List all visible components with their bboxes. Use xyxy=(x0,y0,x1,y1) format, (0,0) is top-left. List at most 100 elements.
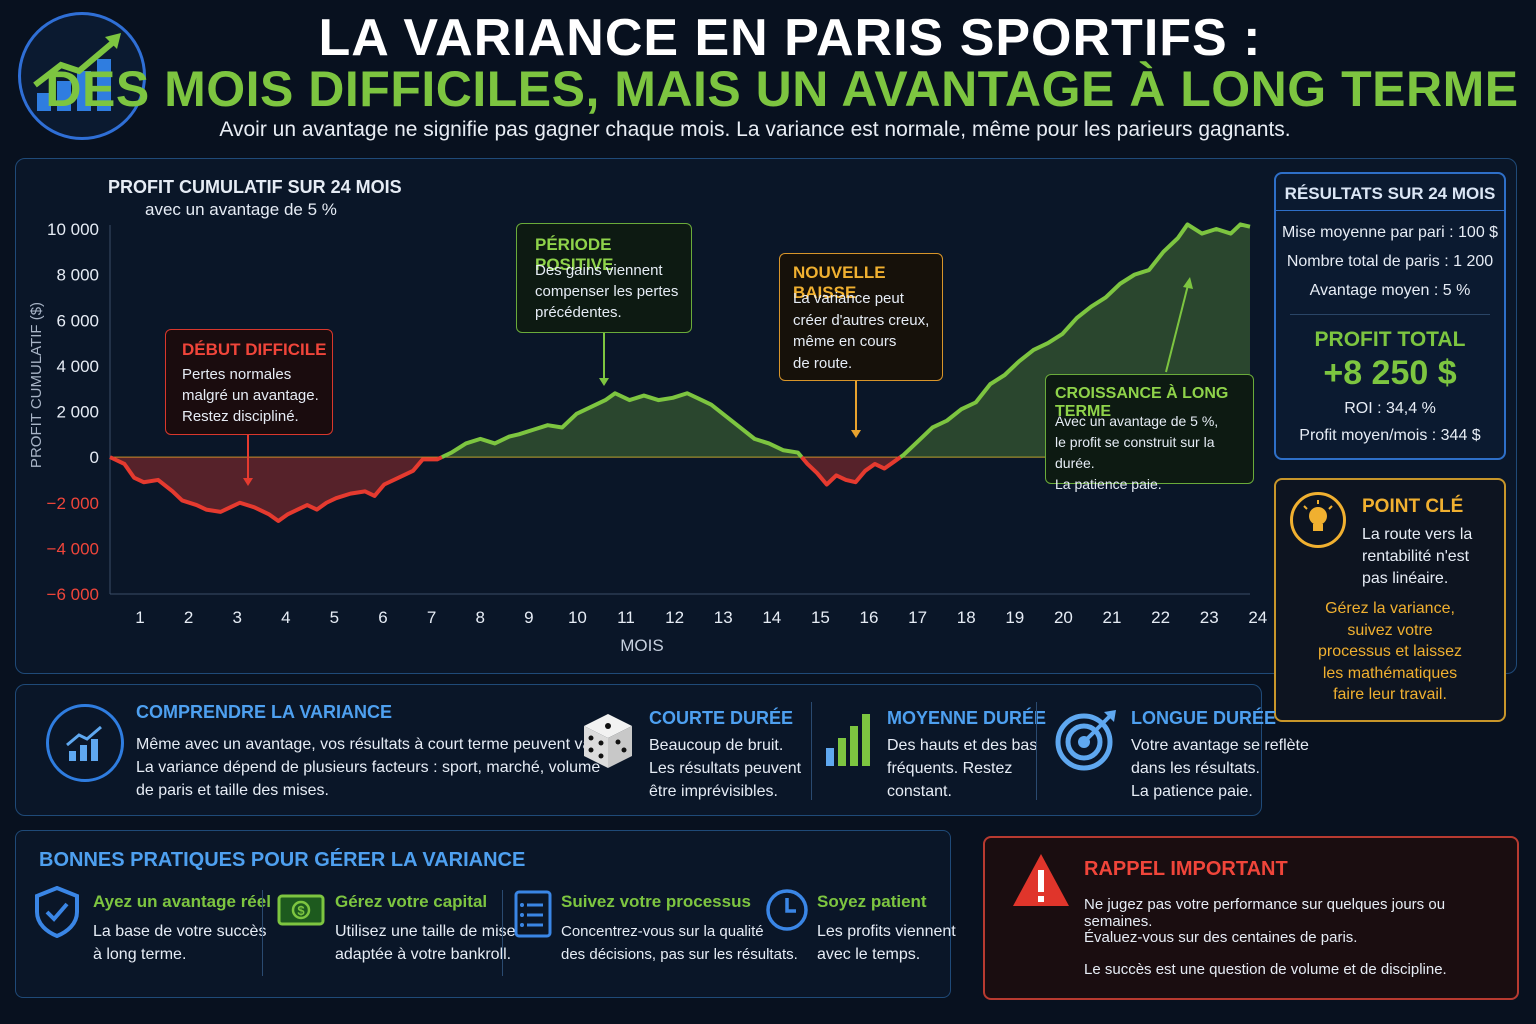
x-tick-label: 15 xyxy=(811,608,830,627)
key-point-line: rentabilité n'est xyxy=(1362,548,1470,565)
page-title-secondary: DES MOIS DIFFICILES, MAIS UN AVANTAGE À … xyxy=(45,61,1519,117)
callout-line: malgré un avantage. xyxy=(182,387,319,404)
x-tick-label: 2 xyxy=(184,608,193,627)
callout-line: La patience paie. xyxy=(1055,476,1162,492)
callout-line: La variance peut xyxy=(793,290,904,307)
x-tick-label: 14 xyxy=(762,608,781,627)
x-tick-label: 24 xyxy=(1248,608,1267,627)
profit-line xyxy=(899,222,1251,459)
x-tick-label: 16 xyxy=(860,608,879,627)
key-point-advice: Gérez la variance, xyxy=(1325,600,1455,617)
profit-area xyxy=(441,393,802,458)
key-point-line: pas linéaire. xyxy=(1362,570,1449,587)
chart-subtitle: avec un avantage de 5 % xyxy=(145,200,337,219)
lightbulb-icon xyxy=(1290,492,1346,548)
shield-check-icon xyxy=(34,885,80,939)
callout-line: même en cours xyxy=(793,333,897,350)
practice-title: Ayez un avantage réel xyxy=(93,892,271,911)
callout-title: DÉBUT DIFFICILE xyxy=(182,340,327,359)
x-axis-label: MOIS xyxy=(620,636,663,655)
x-tick-label: 12 xyxy=(665,608,684,627)
x-tick-label: 6 xyxy=(378,608,387,627)
profit-total-value: +8 250 $ xyxy=(1323,354,1457,392)
callout-line: Restez discipliné. xyxy=(182,408,299,425)
logo-growth-chart-icon xyxy=(18,12,146,140)
x-tick-label: 23 xyxy=(1200,608,1219,627)
callout-nouvelle-baisse: NOUVELLE BAISSE La variance peut créer d… xyxy=(779,253,943,381)
page-subtitle: Avoir un avantage ne signifie pas gagner… xyxy=(219,118,1291,141)
clock-icon xyxy=(765,888,809,932)
divider xyxy=(811,702,812,800)
card-line: Beaucoup de bruit. xyxy=(649,737,784,754)
x-tick-label: 4 xyxy=(281,608,290,627)
card-line: La patience paie. xyxy=(1131,783,1253,800)
checklist-icon xyxy=(513,887,553,939)
y-tick-label: 4 000 xyxy=(56,357,99,376)
callout-arrow-head xyxy=(1183,277,1193,289)
reminder-line: Le succès est une question de volume et … xyxy=(1084,961,1447,978)
roi-value: ROI : 34,4 % xyxy=(1344,400,1436,417)
profit-total-label: PROFIT TOTAL xyxy=(1314,328,1466,351)
y-tick-label: −2 000 xyxy=(47,494,99,513)
results-line: Mise moyenne par pari : 100 $ xyxy=(1281,224,1499,241)
bars-icon xyxy=(824,710,874,768)
x-tick-label: 18 xyxy=(957,608,976,627)
divider xyxy=(1036,702,1037,800)
callout-title: CROISSANCE À LONG TERME xyxy=(1055,385,1229,420)
practice-title: Gérez votre capital xyxy=(335,892,488,911)
x-tick-label: 20 xyxy=(1054,608,1073,627)
practice-line: Les profits viennent xyxy=(817,923,956,940)
dice-icon xyxy=(582,712,634,770)
x-tick-label: 3 xyxy=(232,608,241,627)
key-point-advice: suivez votre xyxy=(1347,621,1433,639)
chart-title: PROFIT CUMULATIF SUR 24 MOIS xyxy=(108,177,402,197)
callout-line: Pertes normales xyxy=(182,366,292,383)
understand-title: COMPRENDRE LA VARIANCE xyxy=(136,702,393,722)
practice-line: Utilisez une taille de mise xyxy=(335,923,516,940)
practices-title: BONNES PRATIQUES POUR GÉRER LA VARIANCE xyxy=(39,849,526,871)
results-line: Nombre total de paris : 1 200 xyxy=(1286,253,1494,270)
y-tick-label: −6 000 xyxy=(47,585,99,604)
practices-panel xyxy=(15,830,951,998)
callout-croissance: CROISSANCE À LONG TERME Avec un avantage… xyxy=(1045,374,1254,492)
card-line: être imprévisibles. xyxy=(649,783,778,800)
callout-debut-difficile: DÉBUT DIFFICILE Pertes normales malgré u… xyxy=(165,329,333,435)
understand-line: La variance dépend de plusieurs facteurs… xyxy=(136,759,601,776)
x-tick-label: 10 xyxy=(568,608,587,627)
card-title-short: COURTE DURÉE xyxy=(649,708,794,728)
card-line: constant. xyxy=(887,783,952,800)
y-tick-label: 6 000 xyxy=(56,311,99,330)
x-tick-label: 8 xyxy=(475,608,484,627)
practice-line: Concentrez-vous sur la qualité xyxy=(561,923,764,940)
card-line: Votre avantage se reflète xyxy=(1131,737,1309,754)
callout-line: compenser les pertes xyxy=(535,283,679,300)
callout-arrow-head xyxy=(243,478,253,486)
results-box: RÉSULTATS SUR 24 MOIS Mise moyenne par p… xyxy=(1274,172,1506,460)
practice-title: Suivez votre processus xyxy=(561,892,751,911)
x-tick-label: 11 xyxy=(617,608,635,627)
monthly-profit: Profit moyen/mois : 344 $ xyxy=(1299,427,1481,444)
key-point-advice: processus et laissez xyxy=(1317,643,1463,660)
understand-line: de paris et taille des mises. xyxy=(136,782,329,799)
key-point-line: La route vers la xyxy=(1362,526,1473,543)
y-tick-label: 8 000 xyxy=(56,266,99,285)
card-line: Des hauts et des bas xyxy=(887,737,1038,754)
understand-line: Même avec un avantage, vos résultats à c… xyxy=(136,736,619,753)
x-tick-label: 5 xyxy=(330,608,339,627)
callout-periode-positive: PÉRIODE POSITIVE Des gains viennent comp… xyxy=(516,223,692,333)
reminder-line: Évaluez-vous sur des centaines de paris. xyxy=(1084,929,1358,946)
x-tick-label: 7 xyxy=(427,608,436,627)
x-tick-label: 22 xyxy=(1151,608,1170,627)
callout-line: Des gains viennent xyxy=(535,262,663,279)
banknote-icon: $ xyxy=(277,893,325,927)
x-tick-label: 1 xyxy=(135,608,144,627)
practice-line: à long terme. xyxy=(93,946,187,963)
callout-line: Avec un avantage de 5 %, xyxy=(1055,413,1219,429)
practice-line: des décisions, pas sur les résultats. xyxy=(561,946,798,963)
card-title-medium: MOYENNE DURÉE xyxy=(887,708,1047,728)
profit-line xyxy=(441,391,804,459)
card-title-long: LONGUE DURÉE xyxy=(1131,708,1277,728)
page-title: LA VARIANCE EN PARIS SPORTIFS : xyxy=(318,9,1262,67)
callout-line: créer d'autres creux, xyxy=(793,311,930,329)
reminder-title: RAPPEL IMPORTANT xyxy=(1084,858,1288,880)
